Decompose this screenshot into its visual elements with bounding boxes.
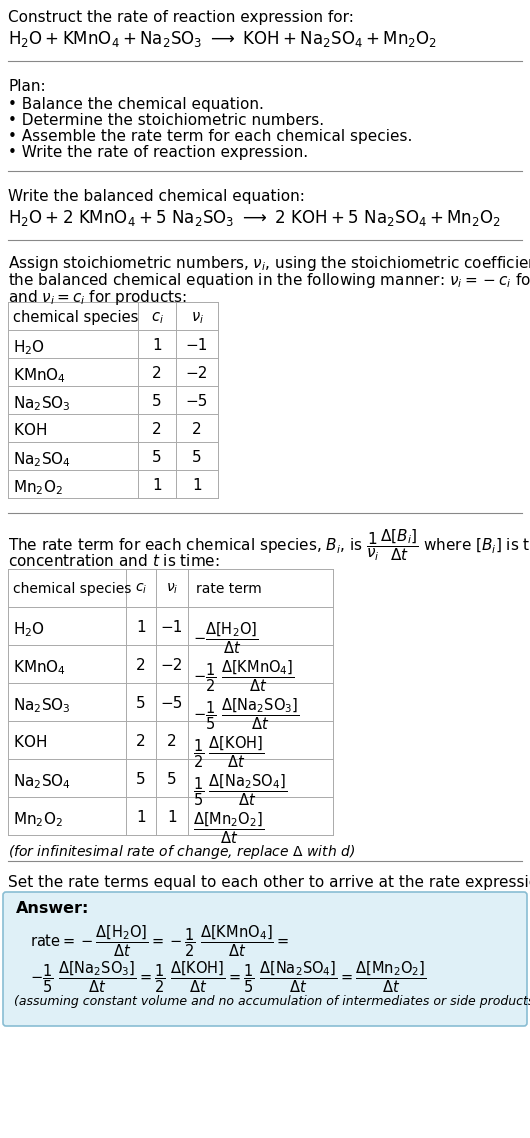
Text: Set the rate terms equal to each other to arrive at the rate expression:: Set the rate terms equal to each other t… [8,875,530,890]
Text: Write the balanced chemical equation:: Write the balanced chemical equation: [8,189,305,204]
Text: $c_i$: $c_i$ [151,310,163,325]
Text: 1: 1 [136,620,146,635]
Text: $\mathregular{Na_2SO_4}$: $\mathregular{Na_2SO_4}$ [13,450,71,469]
Text: 5: 5 [136,696,146,711]
Text: Construct the rate of reaction expression for:: Construct the rate of reaction expressio… [8,10,354,25]
Text: 5: 5 [152,450,162,465]
FancyBboxPatch shape [3,892,527,1026]
Text: $\mathregular{Mn_2O_2}$: $\mathregular{Mn_2O_2}$ [13,810,63,828]
Text: • Write the rate of reaction expression.: • Write the rate of reaction expression. [8,145,308,160]
Text: chemical species: chemical species [13,582,131,596]
Text: $\nu_i$: $\nu_i$ [166,582,178,596]
Text: • Determine the stoichiometric numbers.: • Determine the stoichiometric numbers. [8,113,324,127]
Text: concentration and $t$ is time:: concentration and $t$ is time: [8,553,220,569]
Text: The rate term for each chemical species, $B_i$, is $\dfrac{1}{\nu_i}\dfrac{\Delt: The rate term for each chemical species,… [8,527,530,563]
Text: $c_i$: $c_i$ [135,582,147,596]
Text: 1: 1 [152,338,162,353]
Text: $-\dfrac{1}{2}\ \dfrac{\Delta[\mathrm{KMnO_4}]}{\Delta t}$: $-\dfrac{1}{2}\ \dfrac{\Delta[\mathrm{KM… [193,658,295,693]
Text: 1: 1 [152,478,162,493]
Text: $\mathregular{KOH}$: $\mathregular{KOH}$ [13,422,47,438]
Text: Assign stoichiometric numbers, $\nu_i$, using the stoichiometric coefficients, $: Assign stoichiometric numbers, $\nu_i$, … [8,254,530,273]
Text: 2: 2 [152,422,162,437]
Text: $\mathregular{H_2O}$: $\mathregular{H_2O}$ [13,620,45,638]
Text: 1: 1 [192,478,202,493]
Text: −2: −2 [161,658,183,673]
Text: 2: 2 [152,366,162,381]
Text: $\mathregular{KOH}$: $\mathregular{KOH}$ [13,734,47,750]
Text: 2: 2 [136,658,146,673]
Text: (assuming constant volume and no accumulation of intermediates or side products): (assuming constant volume and no accumul… [14,995,530,1008]
Text: $\dfrac{1}{5}\ \dfrac{\Delta[\mathrm{Na_2SO_4}]}{\Delta t}$: $\dfrac{1}{5}\ \dfrac{\Delta[\mathrm{Na_… [193,772,287,808]
Text: −5: −5 [161,696,183,711]
Text: $\mathrm{rate} = -\dfrac{\Delta[\mathrm{H_2O}]}{\Delta t} = -\dfrac{1}{2}\ \dfra: $\mathrm{rate} = -\dfrac{\Delta[\mathrm{… [30,923,289,958]
Text: $\mathregular{H_2O + KMnO_4 + Na_2SO_3 \ \longrightarrow \ KOH + Na_2SO_4 + Mn_2: $\mathregular{H_2O + KMnO_4 + Na_2SO_3 \… [8,28,437,49]
Text: (for infinitesimal rate of change, replace $\Delta$ with $d$): (for infinitesimal rate of change, repla… [8,843,355,861]
Text: $-\dfrac{1}{5}\ \dfrac{\Delta[\mathrm{Na_2SO_3}]}{\Delta t}$: $-\dfrac{1}{5}\ \dfrac{\Delta[\mathrm{Na… [193,696,299,732]
Text: 5: 5 [136,772,146,787]
Text: $\mathregular{Na_2SO_3}$: $\mathregular{Na_2SO_3}$ [13,394,71,413]
Text: 2: 2 [167,734,177,749]
Text: −2: −2 [186,366,208,381]
Text: $\mathregular{H_2O + 2\ KMnO_4 + 5\ Na_2SO_3 \ \longrightarrow \ 2\ KOH + 5\ Na_: $\mathregular{H_2O + 2\ KMnO_4 + 5\ Na_2… [8,208,501,228]
Text: $-\dfrac{\Delta[\mathrm{H_2O}]}{\Delta t}$: $-\dfrac{\Delta[\mathrm{H_2O}]}{\Delta t… [193,620,258,655]
Text: Plan:: Plan: [8,79,46,94]
Text: $\mathregular{KMnO_4}$: $\mathregular{KMnO_4}$ [13,658,66,677]
Text: $\mathregular{H_2O}$: $\mathregular{H_2O}$ [13,338,45,356]
Text: −1: −1 [161,620,183,635]
Text: −5: −5 [186,394,208,409]
Text: 2: 2 [136,734,146,749]
Text: 1: 1 [167,810,177,825]
Text: $\dfrac{1}{2}\ \dfrac{\Delta[\mathrm{KOH}]}{\Delta t}$: $\dfrac{1}{2}\ \dfrac{\Delta[\mathrm{KOH… [193,734,264,769]
Text: • Balance the chemical equation.: • Balance the chemical equation. [8,97,264,112]
Text: 5: 5 [167,772,177,787]
Text: $\dfrac{\Delta[\mathrm{Mn_2O_2}]}{\Delta t}$: $\dfrac{\Delta[\mathrm{Mn_2O_2}]}{\Delta… [193,810,264,846]
Text: $\mathregular{Na_2SO_3}$: $\mathregular{Na_2SO_3}$ [13,696,71,715]
Text: 5: 5 [192,450,202,465]
Text: $\mathregular{Na_2SO_4}$: $\mathregular{Na_2SO_4}$ [13,772,71,791]
Text: and $\nu_i = c_i$ for products:: and $\nu_i = c_i$ for products: [8,288,187,307]
Text: Answer:: Answer: [16,901,90,916]
Text: chemical species: chemical species [13,310,138,325]
Text: $\nu_i$: $\nu_i$ [190,310,204,325]
Text: 5: 5 [152,394,162,409]
Text: 2: 2 [192,422,202,437]
Text: $-\dfrac{1}{5}\ \dfrac{\Delta[\mathrm{Na_2SO_3}]}{\Delta t} = \dfrac{1}{2}\ \dfr: $-\dfrac{1}{5}\ \dfrac{\Delta[\mathrm{Na… [30,959,427,995]
Text: rate term: rate term [196,582,262,596]
Text: $\mathregular{KMnO_4}$: $\mathregular{KMnO_4}$ [13,366,66,385]
Text: $\mathregular{Mn_2O_2}$: $\mathregular{Mn_2O_2}$ [13,478,63,496]
Text: 1: 1 [136,810,146,825]
Text: −1: −1 [186,338,208,353]
Text: • Assemble the rate term for each chemical species.: • Assemble the rate term for each chemic… [8,129,412,145]
Text: the balanced chemical equation in the following manner: $\nu_i = -c_i$ for react: the balanced chemical equation in the fo… [8,271,530,290]
